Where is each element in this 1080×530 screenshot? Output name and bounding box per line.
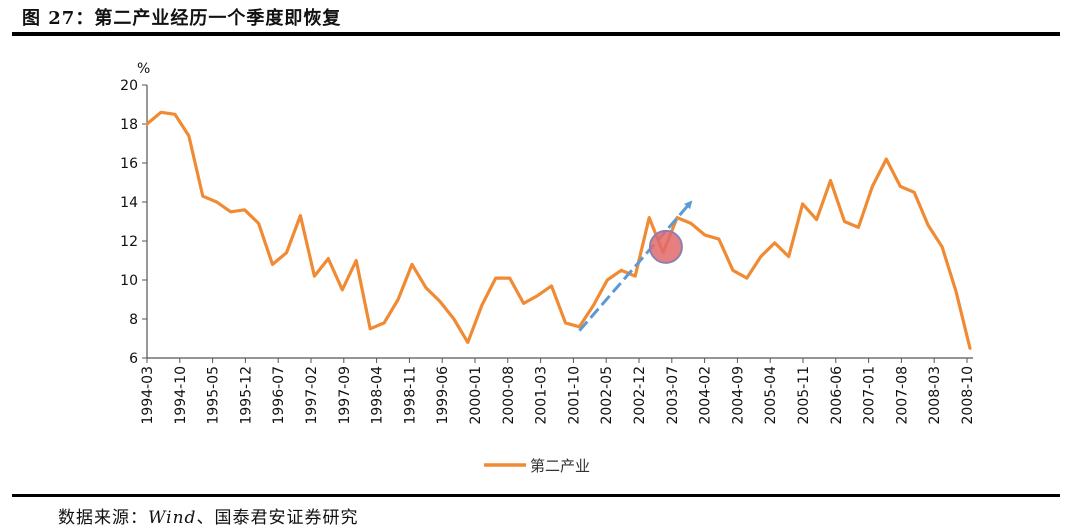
legend-label: 第二产业 — [530, 457, 590, 475]
x-tick-label: 2000-08 — [501, 366, 517, 425]
x-tick-label: 2005-11 — [796, 366, 812, 425]
y-tick-label: 14 — [120, 195, 138, 211]
figure-title: 图 27：第二产业经历一个季度即恢复 — [22, 8, 342, 29]
y-tick-label: 10 — [120, 273, 138, 289]
source-note: 数据来源：Wind、国泰君安证券研究 — [58, 503, 358, 528]
y-tick-label: 20 — [120, 78, 138, 94]
chart-axes: 6 8 10 12 14 16 18 20% 1994-03 1994-10 1995-05 1995… — [120, 61, 976, 425]
x-tick-label: 1995-05 — [206, 366, 222, 425]
x-tick-label: 2001-03 — [534, 366, 550, 425]
source-name: Wind — [148, 508, 197, 528]
x-tick-label: 2003-07 — [665, 366, 681, 425]
x-tick-label: 2007-01 — [862, 366, 878, 425]
x-tick-label: 1994-03 — [140, 366, 156, 425]
chart-annotations — [578, 200, 693, 332]
source-label: 数据来源： — [58, 508, 148, 528]
x-tick-label: 2007-08 — [894, 366, 910, 425]
y-unit-label: % — [137, 61, 150, 77]
x-tick-label: 2004-02 — [698, 366, 714, 425]
x-tick-label: 1998-11 — [402, 366, 418, 425]
y-tick-label: 16 — [120, 156, 138, 172]
x-tick-label: 1997-02 — [304, 366, 320, 425]
highlight-circle — [648, 229, 683, 264]
y-tick-label: 18 — [120, 117, 138, 133]
x-tick-label: 2006-06 — [829, 366, 845, 425]
x-tick-label: 1998-04 — [370, 366, 386, 425]
title-rule — [12, 32, 1060, 36]
x-tick-label: 2008-10 — [960, 366, 976, 425]
trend-arrow — [578, 200, 693, 332]
y-tick-label: 12 — [120, 234, 138, 250]
x-tick-label: 2002-12 — [632, 366, 648, 425]
source-rule — [12, 494, 1060, 497]
x-tick-label: 2004-09 — [730, 366, 746, 425]
series-line-secondary-industry — [145, 110, 972, 350]
chart-legend: 第二产业 — [484, 457, 590, 475]
x-tick-label: 1999-06 — [435, 366, 451, 425]
source-rest: 、国泰君安证券研究 — [196, 508, 359, 528]
x-tick-label: 2000-01 — [468, 366, 484, 425]
x-tick-label: 1994-10 — [173, 366, 189, 425]
x-tick-label: 2005-04 — [763, 366, 779, 425]
x-tick-label: 2001-10 — [566, 366, 582, 425]
x-tick-label: 2008-03 — [927, 366, 943, 425]
x-tick-label: 1997-09 — [337, 366, 353, 425]
x-tick-label: 1996-07 — [271, 366, 287, 425]
x-tick-label: 1995-12 — [238, 366, 254, 425]
x-tick-label: 2002-05 — [599, 366, 615, 425]
chart-series — [145, 110, 972, 350]
y-tick-label: 6 — [129, 351, 138, 367]
y-tick-label: 8 — [129, 312, 138, 328]
